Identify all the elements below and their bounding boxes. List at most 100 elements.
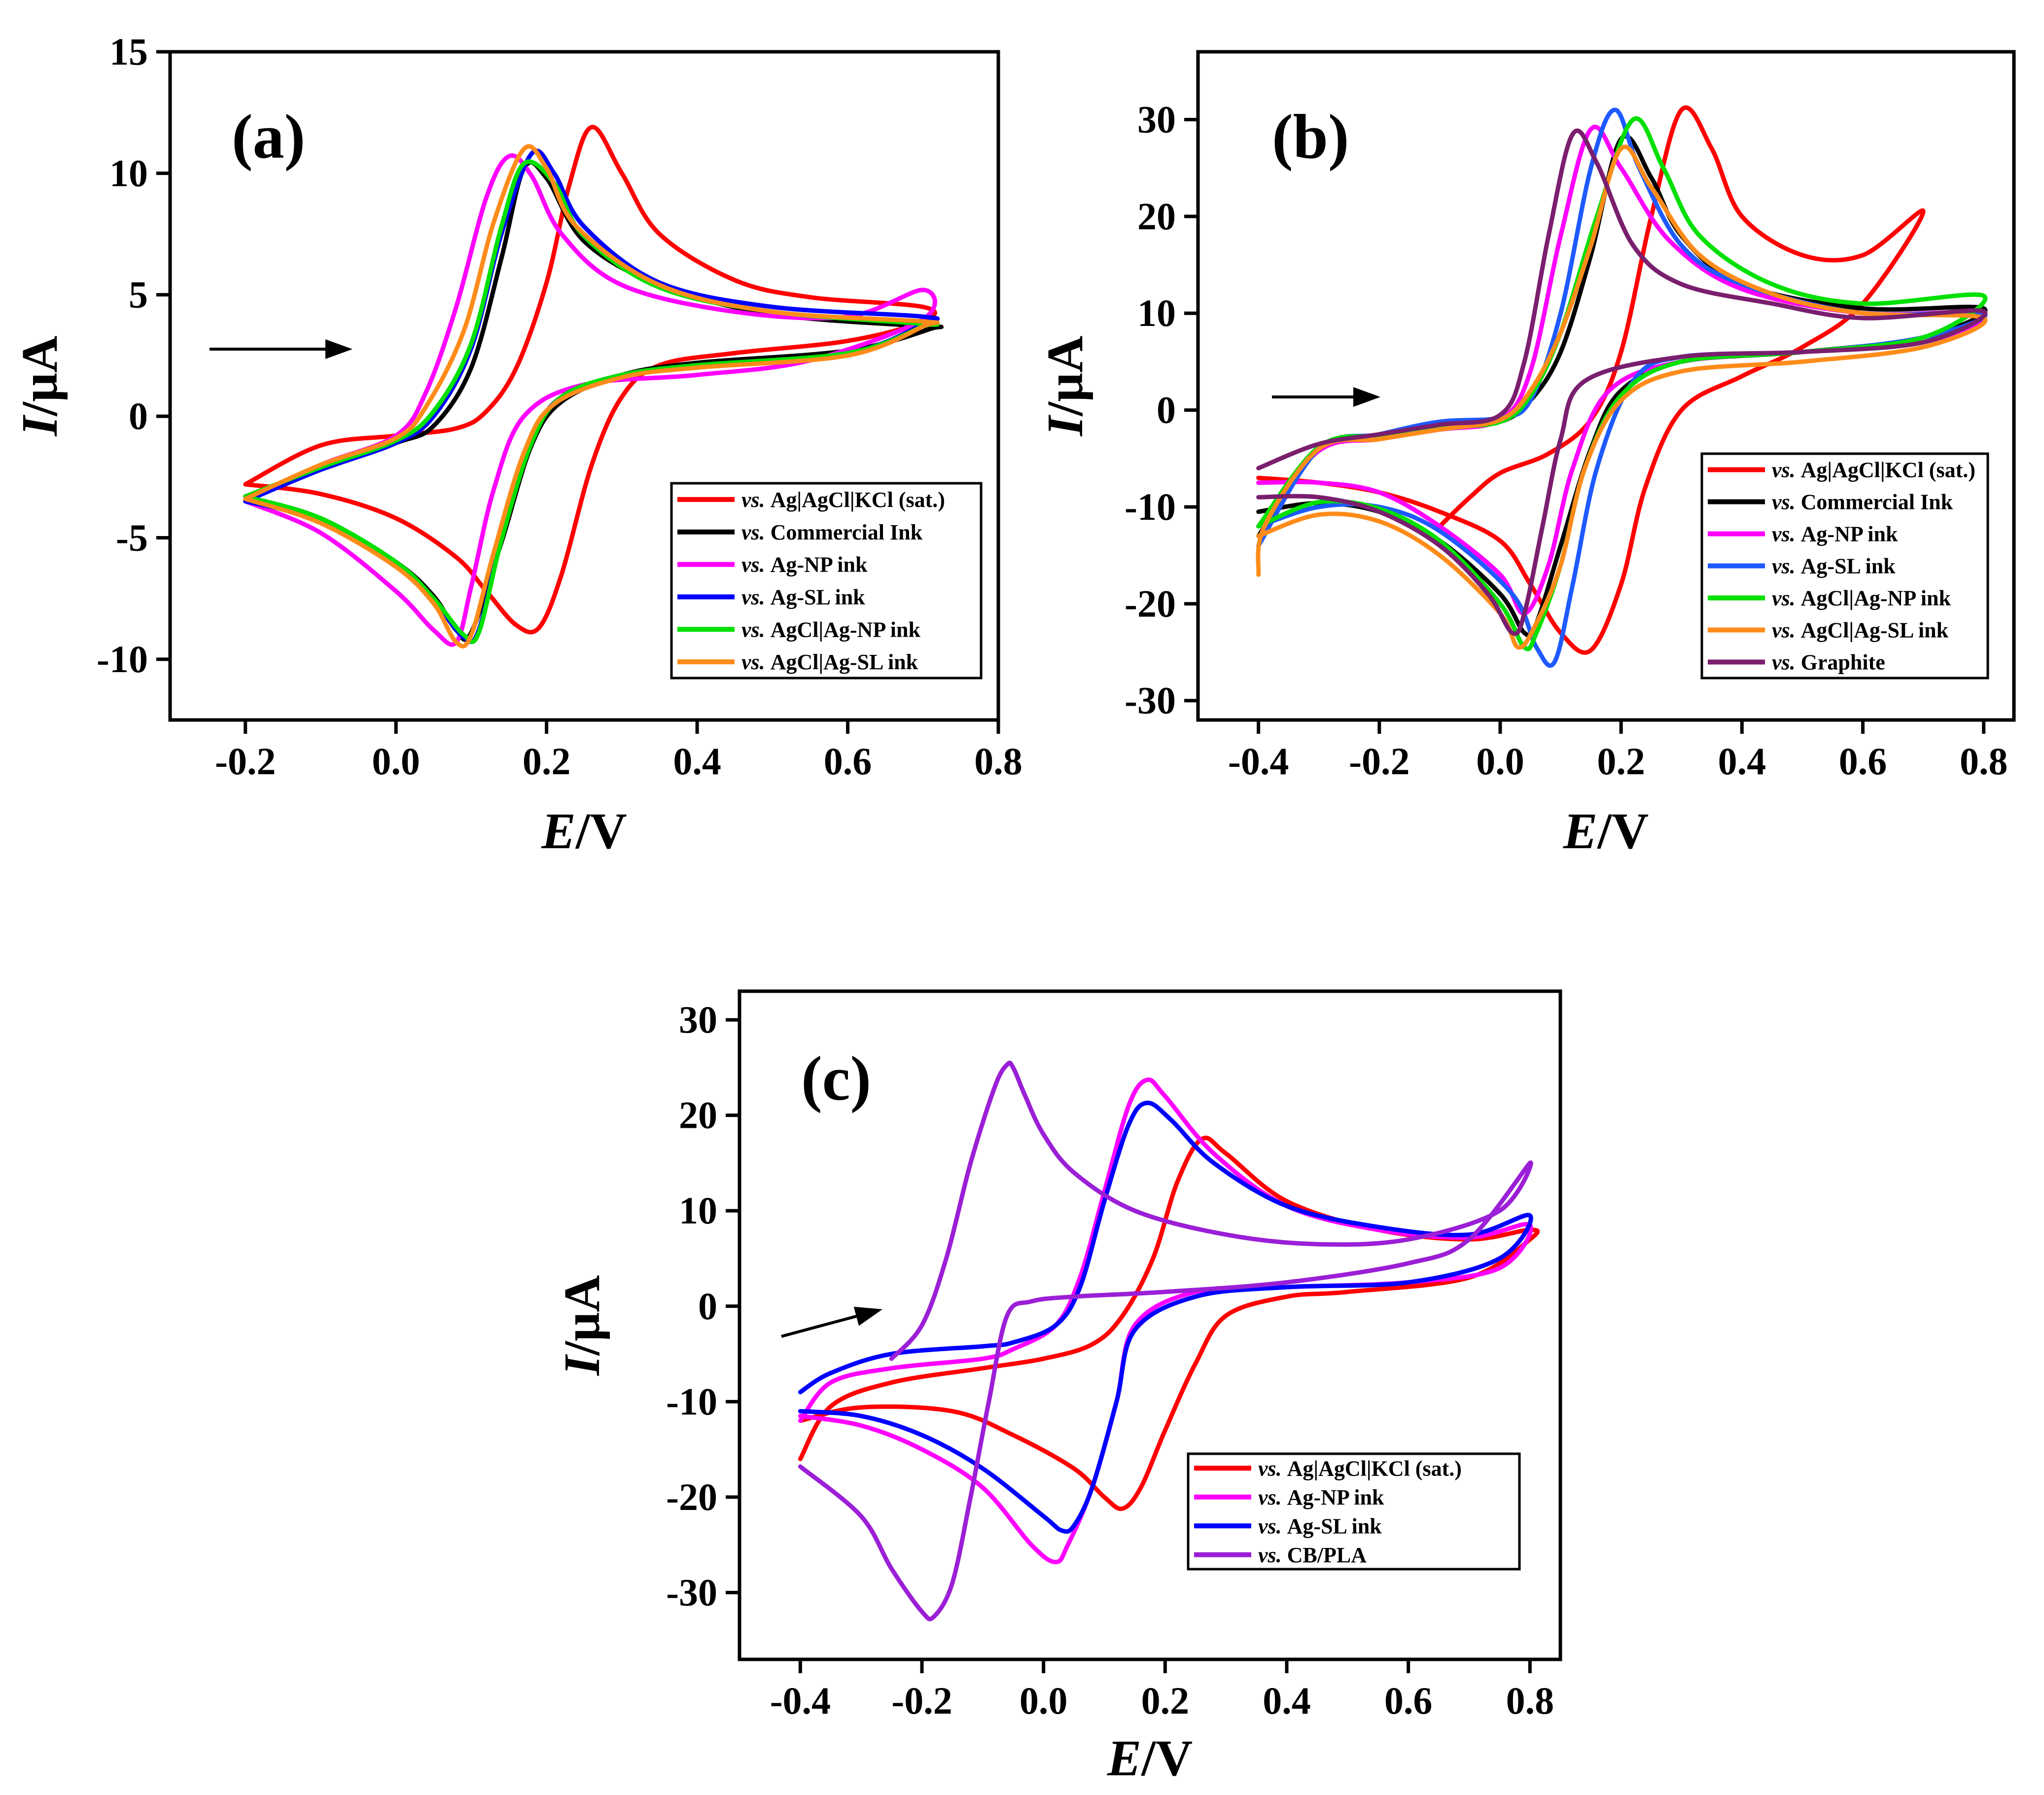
panel-b-y-var: I — [1037, 414, 1093, 437]
panel-a-y-axis-title: I/μA — [11, 336, 68, 437]
panel-c-series-line-4 — [798, 1060, 1533, 1621]
panel-a-x-tick-label: 0.4 — [673, 740, 721, 783]
panel-c-y-tick-label: -10 — [666, 1380, 717, 1423]
panel-a-y-tick-label: 5 — [129, 273, 148, 316]
panel-c-y-tick-label: 0 — [698, 1285, 717, 1328]
panel-a-y-unit: /μA — [11, 336, 68, 417]
panel-c-frame — [738, 989, 1562, 1661]
panel-a-x-tick-label: 0.0 — [372, 740, 420, 783]
panel-c-scan-arrow — [781, 1306, 882, 1338]
panel-b-y-tick-label: -10 — [1125, 485, 1176, 528]
panel-c-legend-entry: vs. Ag-NP ink — [1258, 1485, 1384, 1509]
panel-a-x-tick-label: -0.2 — [215, 740, 276, 783]
panel-c-scan-arrow-shaft — [781, 1315, 857, 1338]
panel-b-legend-name: AgCl|Ag-NP ink — [1801, 586, 1951, 610]
panel-a-legend-entry: vs. AgCl|Ag-SL ink — [741, 650, 918, 674]
panel-a-frame — [168, 50, 1000, 722]
panel-b-x-tick-label: 0.8 — [1960, 740, 2008, 783]
panel-b-x-tick-label: 0.6 — [1839, 740, 1887, 783]
panel-c-y-tick-label: 10 — [679, 1189, 717, 1232]
panel-c-x-ticks: -0.4 -0.2 0.0 0.2 0.4 0.6 0.8 — [770, 1659, 1554, 1722]
panel-a-legend-name: Ag|AgCl|KCl (sat.) — [771, 488, 945, 512]
panel-a-x-var: E — [541, 803, 575, 860]
panel-b-x-tick-label: -0.4 — [1228, 740, 1289, 783]
panel-a-legend-name: Ag-SL ink — [771, 585, 866, 609]
panel-c-legend-name: Ag-NP ink — [1287, 1485, 1384, 1509]
panel-b-legend-prefix: vs. — [1772, 650, 1801, 675]
panel-c-legend-prefix: vs. — [1258, 1456, 1287, 1480]
panel-a-x-unit: /V — [575, 803, 627, 860]
panel-c-legend-prefix: vs. — [1258, 1543, 1287, 1567]
panel-a-series — [243, 125, 944, 648]
panel-b-x-ticks: -0.4 -0.2 0.0 0.2 0.4 0.6 0.8 — [1228, 720, 2008, 783]
panel-b-label: (b) — [1272, 102, 1349, 172]
panel-c-legend-box — [1187, 1452, 1521, 1571]
panel-c-y-tick-label: 20 — [679, 1094, 717, 1137]
panel-a-legend-name: Ag-NP ink — [771, 553, 868, 577]
panel-a-scan-arrow — [210, 339, 352, 359]
panel-b-x-tick-label: 0.2 — [1597, 740, 1645, 783]
panel-a-y-tick-label: 0 — [129, 395, 148, 437]
panel-a-y-tick-label: -5 — [116, 516, 148, 559]
panel-a-series-line-6 — [243, 144, 940, 648]
panel-b-legend-name: Ag|AgCl|KCl (sat.) — [1801, 458, 1975, 482]
panel-a-x-tick-label: 0.8 — [974, 740, 1022, 783]
panel-c-y-tick-label: -30 — [666, 1571, 717, 1614]
panel-b-legend-prefix: vs. — [1772, 554, 1801, 578]
panel-c-series-line-3 — [798, 1100, 1533, 1534]
panel-b-legend-name: AgCl|Ag-SL ink — [1801, 618, 1949, 643]
panel-a-x-axis-title: E/V — [541, 803, 627, 860]
panel-b-legend-prefix: vs. — [1772, 490, 1801, 514]
panel-b-x-var: E — [1563, 803, 1597, 860]
panel-b-legend-prefix: vs. — [1772, 458, 1801, 482]
panel-a-legend-box — [670, 482, 983, 680]
panel-b-y-tick-label: 0 — [1157, 389, 1176, 431]
panel-c-x-axis-title: E/V — [1107, 1730, 1193, 1787]
panel-a-legend-prefix: vs. — [741, 520, 771, 544]
panel-a-legend-name: Commercial Ink — [771, 520, 923, 544]
panel-c-legend-prefix: vs. — [1258, 1485, 1287, 1509]
panel-a-legend-prefix: vs. — [741, 488, 771, 512]
panel-c-legend-prefix: vs. — [1258, 1514, 1287, 1538]
panel-c-legend-entry: vs. Ag|AgCl|KCl (sat.) — [1258, 1456, 1462, 1480]
panel-b-y-tick-label: 10 — [1137, 291, 1176, 334]
panel-b-legend-name: Commercial Ink — [1801, 490, 1953, 514]
panel-a-x-tick-label: 0.2 — [523, 740, 571, 783]
panel-b-scan-arrow — [1272, 387, 1380, 407]
panel-c-legend-entry: vs. CB/PLA — [1258, 1543, 1367, 1567]
panel-a-y-ticks: -10 -5 0 5 10 15 — [97, 30, 170, 681]
panel-c-series-line-1 — [798, 1135, 1540, 1511]
panel-c-x-tick-label: 0.0 — [1020, 1679, 1068, 1722]
panel-a-legend-entry: vs. Ag-SL ink — [741, 585, 865, 609]
panel-a-legend-prefix: vs. — [741, 553, 771, 577]
panel-a-legend-prefix: vs. — [741, 585, 771, 609]
panel-c-legend-name: CB/PLA — [1287, 1543, 1367, 1567]
panel-a-y-tick-label: -10 — [97, 638, 148, 681]
panel-b-y-tick-label: 30 — [1137, 98, 1176, 141]
panel-a-y-tick-label: 10 — [109, 151, 148, 194]
panel-b-y-axis-title: I/μA — [1037, 336, 1093, 437]
panel-a-legend-entry: vs. Ag|AgCl|KCl (sat.) — [741, 488, 945, 512]
panel-b-series-line-5 — [1256, 116, 1988, 651]
panel-b-chart: -0.4 -0.2 0.0 0.2 0.4 0.6 0.8 -30 -20 -10 0 10 20 30… — [1037, 50, 2016, 860]
panel-c-y-tick-label: -20 — [666, 1475, 717, 1518]
panel-b-y-unit: /μA — [1037, 336, 1093, 417]
panel-c-x-tick-label: 0.6 — [1384, 1679, 1433, 1722]
panel-a-legend-entry: vs. Ag-NP ink — [741, 553, 868, 577]
panel-b-legend-name: Ag-NP ink — [1801, 522, 1898, 546]
panel-a-legend-entry: vs. AgCl|Ag-NP ink — [741, 617, 920, 642]
panel-c-series — [798, 1060, 1540, 1621]
panel-b-legend-entry: vs. Ag-NP ink — [1772, 522, 1898, 546]
panel-b-legend-name: Ag-SL ink — [1801, 554, 1896, 578]
panel-a-label: (a) — [232, 102, 305, 172]
panel-b-legend-entry: vs. Graphite — [1772, 650, 1885, 675]
panel-a-series-line-3 — [243, 153, 937, 647]
panel-b-y-ticks: -30 -20 -10 0 10 20 30 — [1125, 98, 1198, 722]
panel-b-y-tick-label: -20 — [1125, 582, 1176, 625]
panel-b-series-line-1 — [1256, 105, 1926, 655]
panel-c-legend-entry: vs. Ag-SL ink — [1258, 1514, 1382, 1538]
panel-c-scan-arrow-head — [853, 1306, 882, 1326]
panel-c-label: (c) — [801, 1043, 871, 1113]
panel-a-y-var: I — [11, 414, 68, 437]
